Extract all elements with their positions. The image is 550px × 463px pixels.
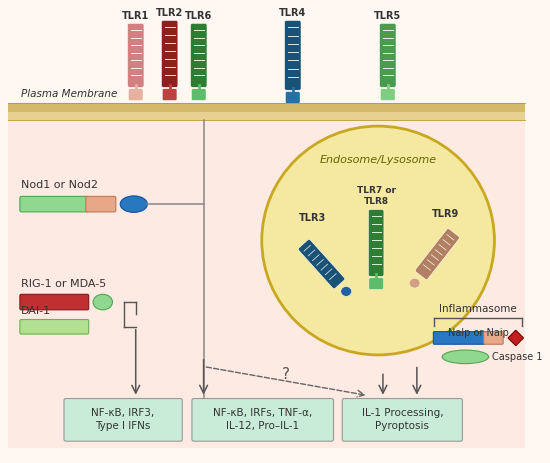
FancyBboxPatch shape xyxy=(285,92,300,103)
FancyBboxPatch shape xyxy=(484,332,503,344)
Text: TLR1: TLR1 xyxy=(122,12,150,21)
FancyBboxPatch shape xyxy=(192,399,333,441)
FancyBboxPatch shape xyxy=(433,332,486,344)
FancyBboxPatch shape xyxy=(86,196,116,212)
Ellipse shape xyxy=(341,287,351,296)
Text: Caspase 1: Caspase 1 xyxy=(492,352,543,362)
Text: IL-1 Processing,
Pyroptosis: IL-1 Processing, Pyroptosis xyxy=(361,408,443,432)
FancyBboxPatch shape xyxy=(128,23,144,88)
FancyBboxPatch shape xyxy=(20,196,89,212)
FancyBboxPatch shape xyxy=(379,23,396,88)
Text: NF-κB, IRFs, TNF-α,
IL-12, Pro–IL-1: NF-κB, IRFs, TNF-α, IL-12, Pro–IL-1 xyxy=(213,408,312,432)
FancyBboxPatch shape xyxy=(64,399,182,441)
Ellipse shape xyxy=(442,350,488,363)
Text: NF-κB, IRF3,
Type I IFNs: NF-κB, IRF3, Type I IFNs xyxy=(91,408,155,432)
Text: TLR4: TLR4 xyxy=(279,8,306,19)
Text: Endosome/Lysosome: Endosome/Lysosome xyxy=(320,155,437,165)
FancyBboxPatch shape xyxy=(415,229,459,280)
Text: Nod1 or Nod2: Nod1 or Nod2 xyxy=(21,180,98,190)
Ellipse shape xyxy=(93,294,112,310)
Text: ?: ? xyxy=(282,367,290,382)
FancyBboxPatch shape xyxy=(381,89,395,100)
FancyBboxPatch shape xyxy=(162,89,177,100)
FancyBboxPatch shape xyxy=(190,23,207,88)
Text: RIG-1 or MDA-5: RIG-1 or MDA-5 xyxy=(21,279,107,289)
Text: TLR5: TLR5 xyxy=(374,12,401,21)
Text: TLR3: TLR3 xyxy=(299,213,326,223)
FancyBboxPatch shape xyxy=(368,209,384,276)
Bar xyxy=(8,116,525,448)
FancyBboxPatch shape xyxy=(20,294,89,310)
FancyBboxPatch shape xyxy=(20,319,89,334)
Ellipse shape xyxy=(120,196,147,213)
FancyBboxPatch shape xyxy=(298,239,345,289)
FancyBboxPatch shape xyxy=(191,89,206,100)
Bar xyxy=(8,103,525,112)
Text: TLR2: TLR2 xyxy=(156,8,183,19)
FancyBboxPatch shape xyxy=(369,278,383,289)
FancyBboxPatch shape xyxy=(342,399,463,441)
Text: DAI-1: DAI-1 xyxy=(21,306,52,316)
Polygon shape xyxy=(508,330,524,346)
Ellipse shape xyxy=(262,126,494,355)
Text: TLR9: TLR9 xyxy=(432,209,460,219)
Text: TLR6: TLR6 xyxy=(185,12,212,21)
Text: Nalp or Naip: Nalp or Naip xyxy=(448,328,508,338)
Text: TLR7 or
TLR8: TLR7 or TLR8 xyxy=(356,186,395,206)
Ellipse shape xyxy=(409,278,420,288)
FancyBboxPatch shape xyxy=(284,20,301,90)
Text: Plasma Membrane: Plasma Membrane xyxy=(21,89,118,99)
FancyBboxPatch shape xyxy=(161,20,178,88)
FancyBboxPatch shape xyxy=(129,89,143,100)
Bar xyxy=(8,112,525,120)
Text: Inflammasome: Inflammasome xyxy=(439,304,517,314)
